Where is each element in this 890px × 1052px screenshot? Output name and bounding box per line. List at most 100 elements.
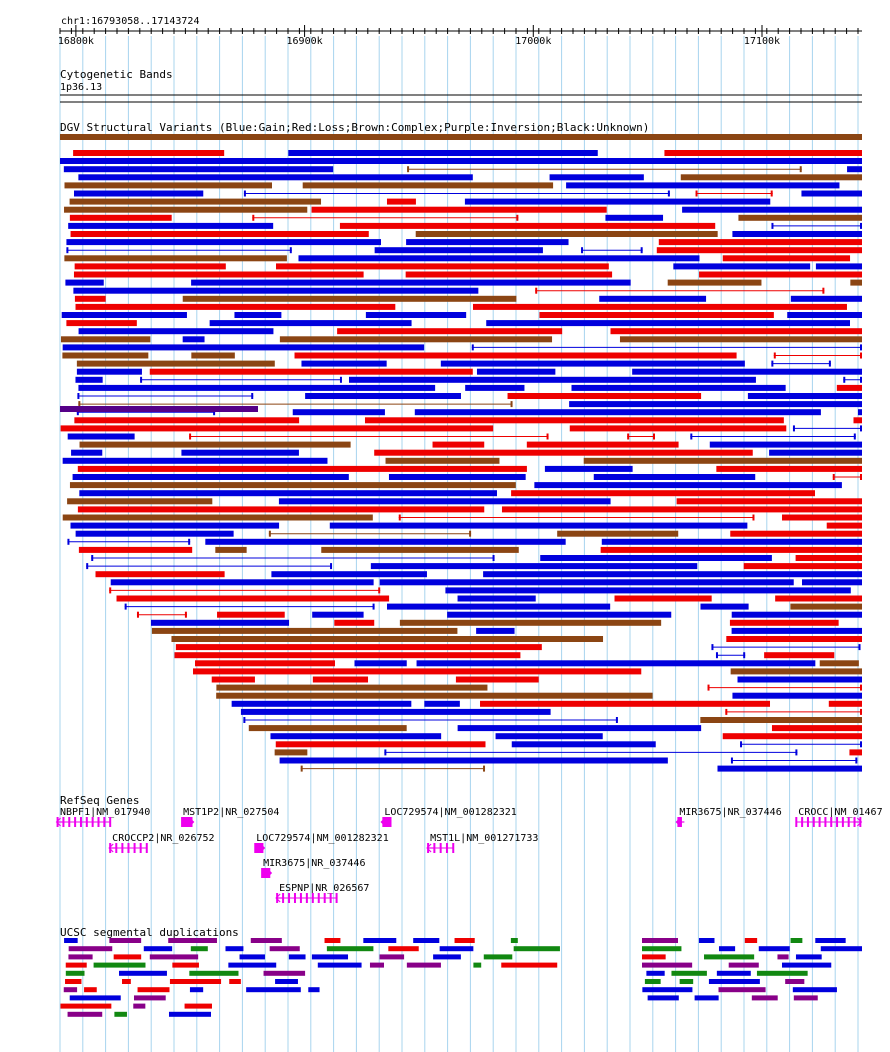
segdup-block: [694, 995, 719, 1001]
variant-bar: [386, 603, 611, 610]
variant-bar: [149, 368, 473, 375]
segdup-block: [311, 954, 349, 960]
variant-end: [384, 749, 387, 756]
variant-bar: [534, 482, 842, 489]
position-ruler[interactable]: 16800k 16900k 17000k 17100k: [58, 25, 862, 47]
segdup-block: [454, 938, 475, 943]
variant-end: [853, 433, 856, 440]
variant-end: [188, 538, 191, 545]
variant-bar: [69, 214, 172, 221]
variant-bar: [709, 441, 862, 448]
variant-bar: [175, 644, 542, 651]
variant-bar: [329, 522, 748, 529]
variant-bar: [79, 490, 497, 497]
variant-bar: [849, 749, 862, 756]
variant-end: [67, 538, 70, 545]
variant-bar: [787, 312, 862, 318]
variant-end: [860, 741, 862, 748]
variant-bar: [76, 368, 142, 375]
variant-bar: [171, 636, 604, 642]
variant-bar: [775, 595, 862, 602]
segdup-block: [790, 938, 803, 943]
variant-bar: [732, 692, 862, 699]
variant-bar: [75, 530, 234, 537]
variant-end: [510, 401, 513, 408]
variant-bar: [215, 546, 247, 553]
segdup-block: [792, 987, 837, 993]
variant-end: [535, 287, 538, 294]
variant-bar: [72, 474, 349, 480]
gene-exon: [311, 893, 314, 903]
variant-bar: [501, 506, 862, 513]
ruler-tick-label: 17100k: [744, 36, 780, 47]
variant-end: [792, 425, 795, 432]
segdup-block: [189, 970, 239, 976]
variant-bar: [271, 571, 427, 578]
variant-end: [252, 214, 255, 221]
segdup-block: [246, 987, 301, 993]
variant-bar: [406, 239, 569, 246]
variant-bar: [610, 328, 862, 335]
gene-exon: [841, 817, 844, 827]
segdup-block: [65, 970, 85, 976]
segdup-block: [642, 987, 693, 993]
segdup-block: [815, 938, 846, 943]
variant-bar: [74, 417, 300, 424]
gene-exon: [836, 817, 839, 827]
segdup-block: [134, 995, 166, 1001]
variant-end: [752, 514, 755, 521]
segdup-block: [172, 962, 199, 968]
variant-bar: [76, 360, 275, 367]
variant-end: [770, 190, 773, 197]
gene-exon: [91, 817, 94, 827]
variant-bar: [278, 498, 611, 505]
segdup-block: [642, 938, 678, 943]
segdup-block: [69, 995, 121, 1001]
variant-end: [516, 214, 519, 221]
variant-bar: [69, 482, 516, 489]
gene-label: ESPNP|NR_026567: [279, 883, 369, 894]
variant-bar: [174, 652, 521, 659]
segdup-block: [756, 970, 808, 976]
segdup-block: [225, 946, 244, 952]
refseq-track[interactable]: NBPF1|NM_017940 MST1P2|NR_027504 LOC729574…: [55, 807, 883, 903]
variant-bar: [614, 595, 712, 602]
variant-end: [251, 393, 254, 399]
variant-end: [828, 360, 831, 367]
variant-end: [771, 222, 774, 229]
segdup-block: [190, 946, 208, 952]
variant-bar: [64, 255, 287, 262]
gene-exon: [323, 893, 326, 903]
variant-bar: [312, 611, 364, 618]
variant-end: [78, 401, 81, 408]
variant-bar: [455, 676, 539, 683]
segdup-block: [189, 987, 204, 993]
variant-bar: [339, 222, 716, 229]
variant-bar: [334, 619, 375, 626]
variant-end: [243, 190, 246, 197]
variant-end: [339, 376, 342, 383]
dgv-track[interactable]: [60, 134, 862, 772]
segdup-block: [379, 954, 405, 960]
variant-bar: [288, 150, 598, 156]
variant-end: [860, 352, 862, 359]
variant-end: [91, 555, 94, 561]
segdup-block: [250, 938, 282, 943]
variant-end: [690, 433, 693, 440]
variant-bar: [747, 393, 862, 399]
segdup-block: [143, 946, 173, 952]
segdup-track[interactable]: [60, 938, 862, 1017]
cytoband-band[interactable]: [60, 94, 862, 103]
variant-bar: [600, 546, 862, 553]
variant-bar: [95, 571, 225, 578]
variant-bar: [464, 198, 771, 205]
gene-exon: [824, 817, 827, 827]
variant-bar: [699, 271, 862, 278]
variant-end: [627, 433, 630, 440]
variant-bar: [731, 627, 862, 634]
gene-exon: [439, 843, 442, 853]
variant-bar: [680, 174, 862, 181]
segdup-block: [646, 970, 665, 976]
gene-exon: [818, 817, 821, 827]
segdup-block: [820, 946, 862, 952]
